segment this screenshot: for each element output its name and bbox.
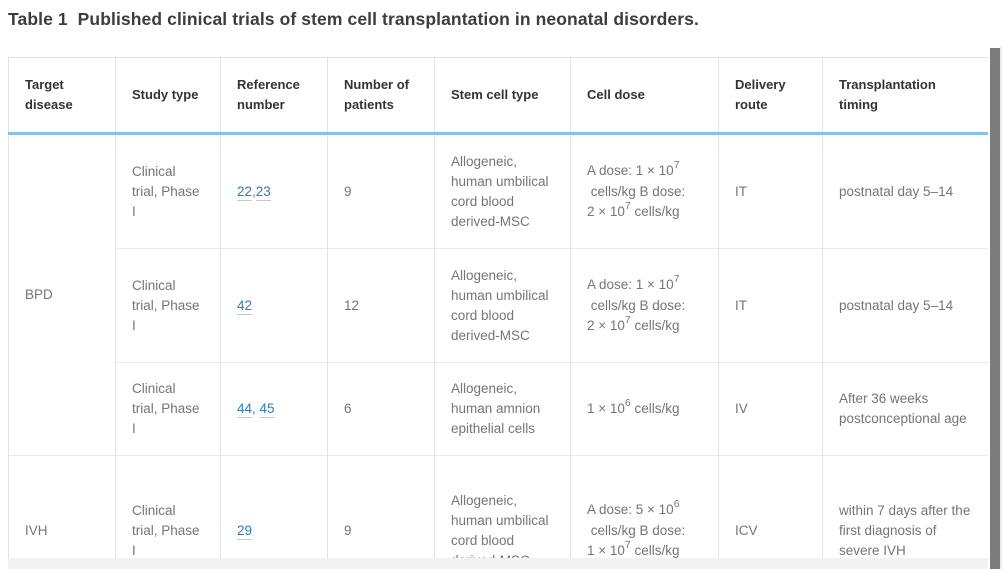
column-header-number-of-patients: Number of patients	[327, 57, 435, 135]
table-row: Clinical trial, Phase I 44, 45 6 Allogen…	[9, 362, 988, 456]
reference-separator: ,	[252, 401, 260, 416]
column-header-cell-dose: Cell dose	[570, 57, 719, 135]
cell-stem-cell-type: Allogeneic, human umbilical cord blood d…	[434, 455, 571, 558]
cell-reference-number: 44, 45	[220, 362, 328, 456]
cell-stem-cell-type: Allogeneic, human umbilical cord blood d…	[434, 248, 571, 363]
cell-number-of-patients: 12	[327, 248, 435, 363]
reference-link[interactable]: 22	[237, 183, 253, 201]
dose-exponent: 7	[673, 158, 680, 171]
cell-target-disease: IVH	[8, 455, 116, 558]
column-header-delivery-route: Delivery route	[718, 57, 823, 135]
cell-transplantation-timing: within 7 days after the first diagnosis …	[822, 455, 988, 558]
reference-link[interactable]: 45	[259, 401, 275, 418]
clinical-trials-table-container: Target disease Study type Reference numb…	[8, 57, 988, 558]
reference-link[interactable]: 44	[237, 401, 253, 418]
column-header-stem-cell-type: Stem cell type	[434, 57, 571, 135]
cell-cell-dose: 1 × 106 cells/kg	[570, 362, 719, 456]
cell-delivery-route: IT	[718, 133, 823, 249]
cell-stem-cell-type: Allogeneic, human umbilical cord blood d…	[434, 133, 571, 249]
cell-study-type: Clinical trial, Phase I	[115, 362, 221, 456]
cell-target-disease: BPD	[8, 133, 116, 456]
cell-cell-dose: A dose: 1 × 107 cells/kg B dose: 2 × 107…	[570, 248, 719, 363]
reference-link[interactable]: 29	[237, 522, 253, 540]
dose-exponent: 7	[624, 199, 631, 212]
clinical-trials-table: Target disease Study type Reference numb…	[8, 57, 988, 558]
cell-transplantation-timing: postnatal day 5–14	[822, 133, 988, 249]
cell-reference-number: 42	[220, 248, 328, 363]
dose-exponent: 6	[673, 497, 680, 510]
horizontal-scrollbar[interactable]	[8, 558, 988, 569]
cell-delivery-route: IV	[718, 362, 823, 456]
table-row: BPD Clinical trial, Phase I 22,23 9 Allo…	[8, 133, 988, 456]
cell-reference-number: 29	[220, 455, 328, 558]
cell-number-of-patients: 9	[327, 133, 435, 249]
cell-study-type: Clinical trial, Phase I	[115, 455, 221, 558]
column-header-study-type: Study type	[115, 57, 221, 135]
cell-transplantation-timing: After 36 weeks postconceptional age	[822, 362, 988, 456]
dose-exponent: 7	[673, 272, 680, 285]
cell-number-of-patients: 9	[327, 455, 435, 558]
dose-exponent: 7	[624, 313, 631, 326]
dose-exponent: 7	[624, 538, 631, 551]
cell-reference-number: 22,23	[220, 133, 328, 249]
vertical-scrollbar-track	[1000, 46, 1002, 569]
column-header-target-disease: Target disease	[8, 57, 116, 135]
table-row: Clinical trial, Phase I 42 12 Allogeneic…	[9, 248, 988, 363]
reference-link[interactable]: 42	[237, 297, 253, 315]
cell-stem-cell-type: Allogeneic, human amnion epithelial cell…	[434, 362, 571, 456]
cell-cell-dose: A dose: 1 × 107 cells/kg B dose: 2 × 107…	[570, 133, 719, 249]
cell-cell-dose: A dose: 5 × 106 cells/kg B dose: 1 × 107…	[570, 455, 719, 558]
cell-delivery-route: IT	[718, 248, 823, 363]
cell-number-of-patients: 6	[327, 362, 435, 456]
vertical-scrollbar-thumb[interactable]	[990, 48, 1000, 569]
reference-link[interactable]: 23	[255, 183, 271, 201]
cell-transplantation-timing: postnatal day 5–14	[822, 248, 988, 363]
cell-delivery-route: ICV	[718, 455, 823, 558]
header-row: Target disease Study type Reference numb…	[8, 57, 988, 135]
cell-study-type: Clinical trial, Phase I	[115, 133, 221, 249]
table-title: Table 1 Published clinical trials of ste…	[8, 9, 699, 29]
dose-exponent: 6	[624, 396, 631, 409]
column-header-transplantation-timing: Transplantation timing	[822, 57, 988, 135]
table-row: IVH Clinical trial, Phase I 29 9 Allogen…	[8, 455, 988, 558]
column-header-reference-number: Reference number	[220, 57, 328, 135]
reference-separator: ,	[252, 183, 256, 199]
vertical-scrollbar[interactable]	[988, 46, 1002, 569]
cell-study-type: Clinical trial, Phase I	[115, 248, 221, 363]
